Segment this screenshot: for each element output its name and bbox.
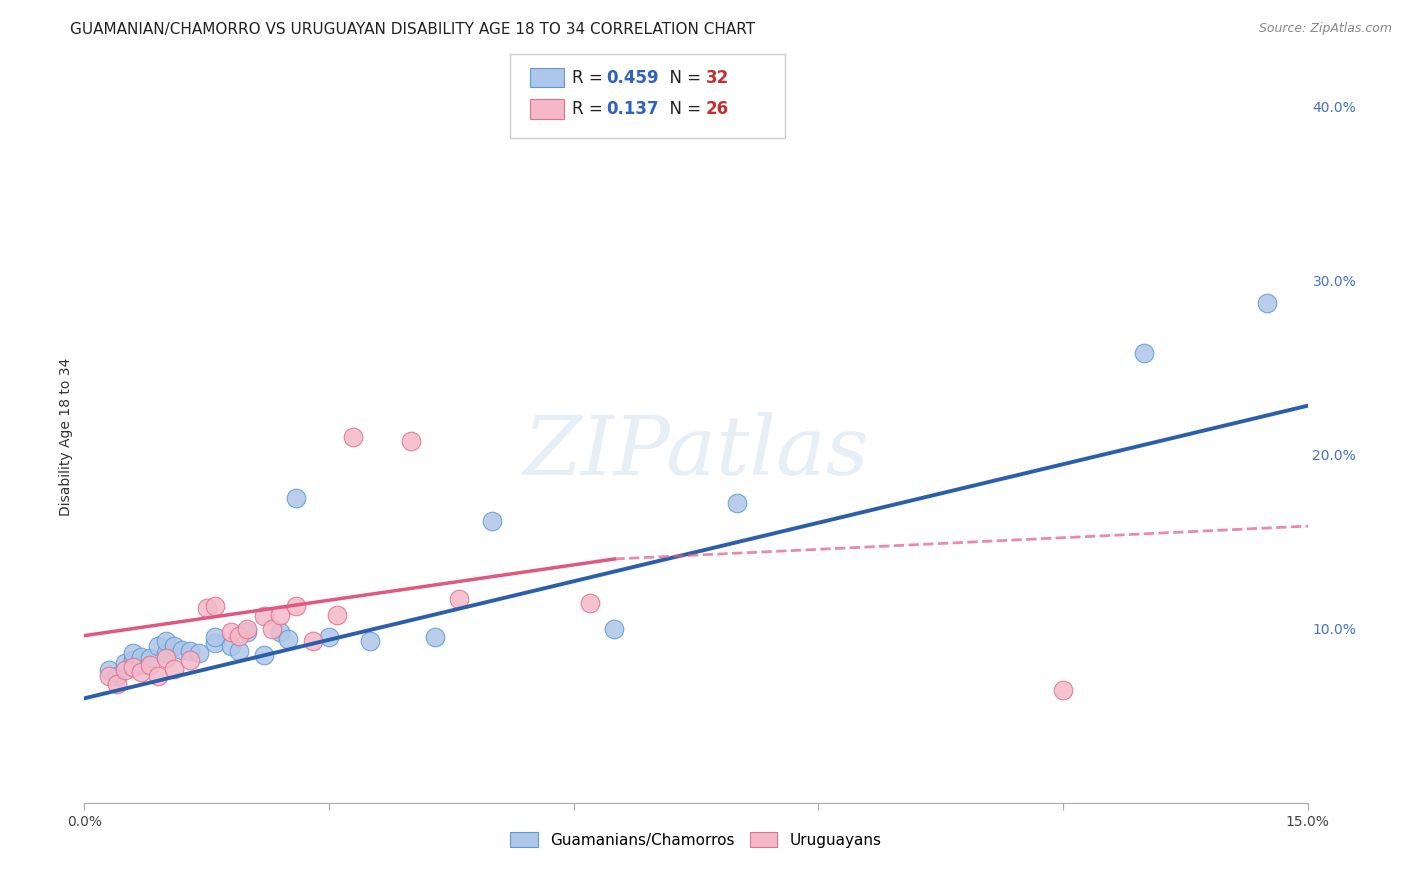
Point: [359, 633, 381, 648]
Text: 0.459: 0.459: [606, 69, 658, 87]
Point: [138, 658, 160, 673]
Point: [449, 592, 471, 607]
Point: [318, 631, 340, 645]
Text: 26: 26: [706, 100, 728, 118]
Text: N =: N =: [659, 100, 707, 118]
Point: [204, 599, 226, 613]
Legend: Guamanians/Chamorros, Uruguayans: Guamanians/Chamorros, Uruguayans: [505, 825, 887, 854]
Point: [131, 665, 153, 680]
Point: [285, 491, 308, 505]
Point: [228, 644, 250, 658]
Text: 0.137: 0.137: [606, 100, 658, 118]
Text: R =: R =: [572, 69, 609, 87]
Point: [260, 622, 283, 636]
Point: [423, 631, 446, 645]
Point: [97, 668, 120, 682]
Point: [195, 600, 218, 615]
Point: [187, 646, 209, 660]
Y-axis label: Disability Age 18 to 34: Disability Age 18 to 34: [59, 358, 73, 516]
Point: [285, 599, 308, 613]
Point: [122, 646, 145, 660]
Text: GUAMANIAN/CHAMORRO VS URUGUAYAN DISABILITY AGE 18 TO 34 CORRELATION CHART: GUAMANIAN/CHAMORRO VS URUGUAYAN DISABILI…: [70, 22, 755, 37]
Point: [228, 629, 250, 643]
Text: N =: N =: [659, 69, 707, 87]
Point: [155, 633, 177, 648]
Point: [204, 635, 226, 649]
Point: [179, 644, 201, 658]
Point: [146, 639, 169, 653]
Text: R =: R =: [572, 100, 609, 118]
Text: ZIPatlas: ZIPatlas: [523, 412, 869, 491]
Point: [253, 648, 276, 662]
Point: [342, 430, 364, 444]
Point: [155, 646, 177, 660]
Point: [179, 653, 201, 667]
Point: [301, 633, 323, 648]
Point: [172, 642, 194, 657]
Point: [219, 639, 242, 653]
Point: [253, 609, 276, 624]
Point: [277, 632, 299, 646]
Point: [603, 622, 626, 636]
Point: [122, 660, 145, 674]
Point: [146, 668, 169, 682]
Point: [204, 631, 226, 645]
Point: [579, 595, 602, 609]
Point: [105, 677, 128, 691]
Point: [97, 664, 120, 678]
Point: [236, 625, 259, 640]
Point: [399, 434, 422, 448]
Point: [269, 607, 291, 622]
Point: [138, 651, 160, 665]
Point: [1133, 346, 1156, 360]
Point: [114, 657, 136, 671]
Point: [1052, 682, 1074, 697]
Point: [122, 653, 145, 667]
Point: [105, 668, 128, 682]
Text: Source: ZipAtlas.com: Source: ZipAtlas.com: [1258, 22, 1392, 36]
Point: [163, 639, 186, 653]
Point: [219, 625, 242, 640]
Point: [326, 607, 349, 622]
Point: [481, 514, 503, 528]
Point: [1256, 296, 1278, 310]
Point: [725, 496, 748, 510]
Point: [131, 658, 153, 673]
Point: [114, 664, 136, 678]
Point: [163, 662, 186, 676]
Point: [155, 651, 177, 665]
Point: [131, 649, 153, 664]
Point: [269, 625, 291, 640]
Point: [236, 622, 259, 636]
Text: 32: 32: [706, 69, 730, 87]
